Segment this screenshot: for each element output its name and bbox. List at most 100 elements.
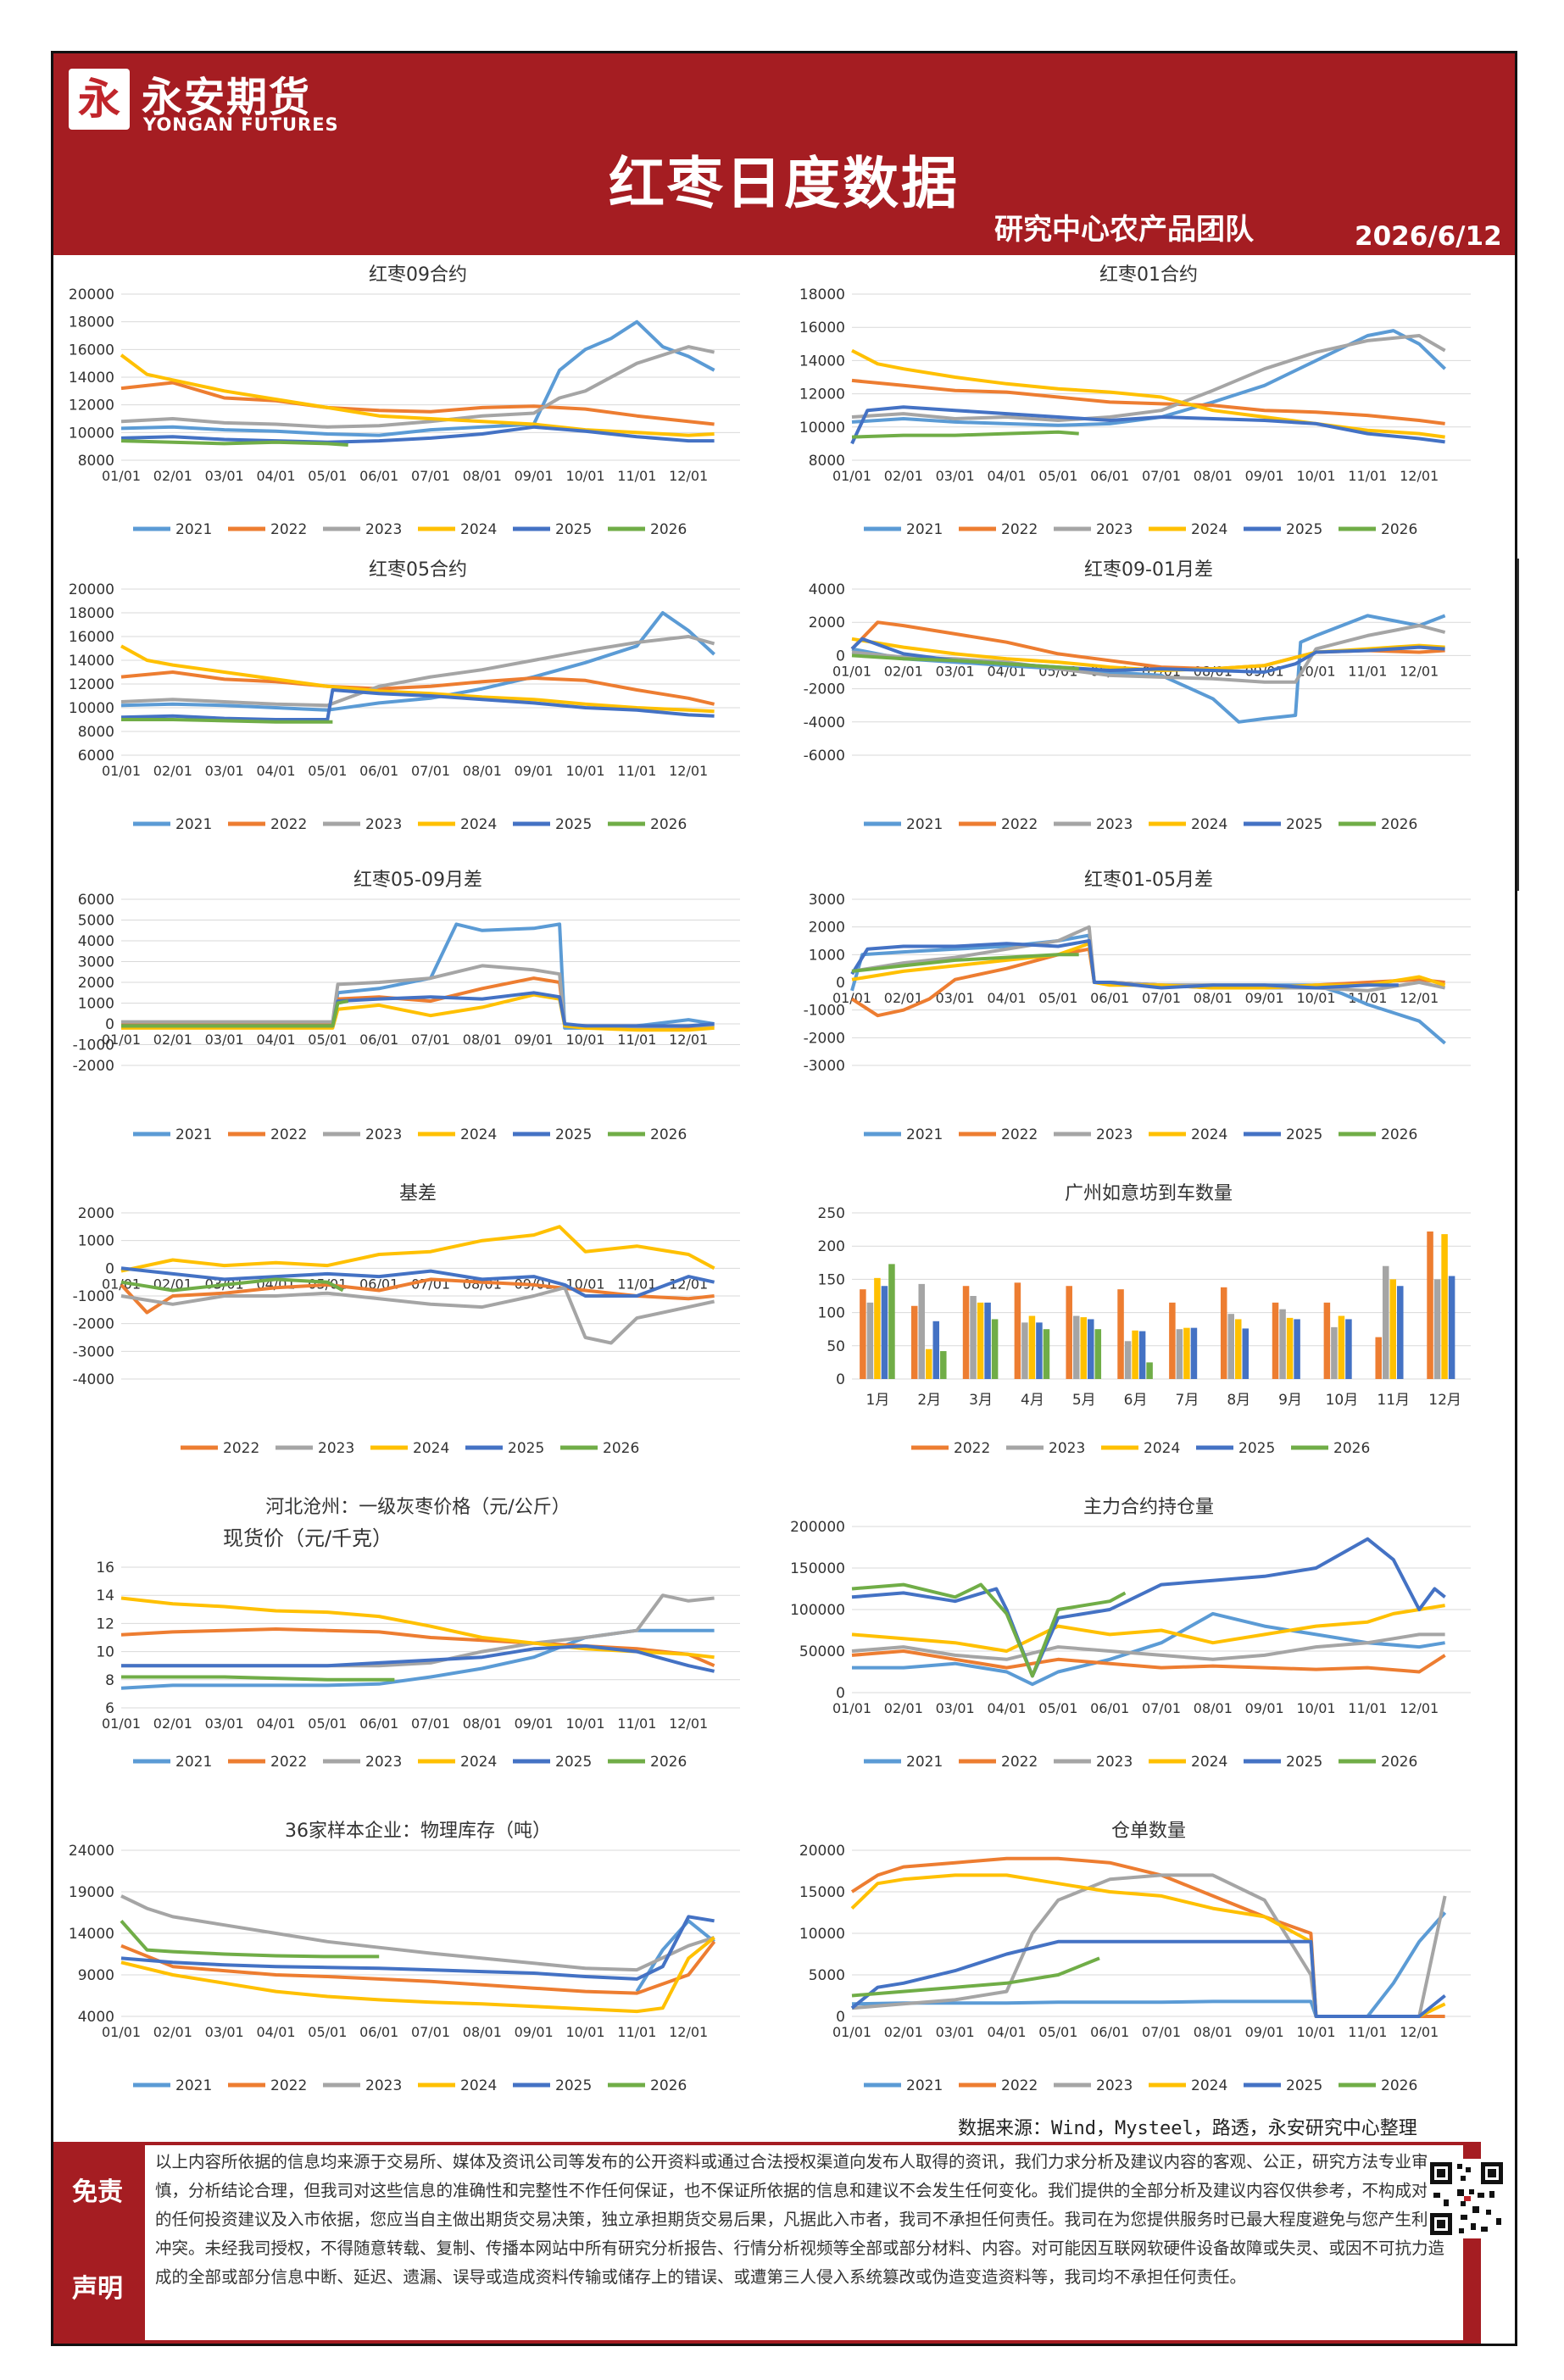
legend-label: 2026	[603, 1440, 639, 1457]
x-tick-label: 10/01	[1296, 468, 1335, 484]
series-line-2022	[120, 670, 715, 706]
series-line-2023	[120, 1286, 715, 1345]
legend-label: 2024	[413, 1440, 449, 1457]
bar-2024	[977, 1302, 984, 1379]
bar-2023	[1382, 1265, 1389, 1379]
chart-c7: 基差 2000 1000 0 -1000 -2000 -3000 -4000 01/01 02/0…	[53, 1176, 782, 1468]
bar-2024	[1441, 1234, 1448, 1379]
y-tick-label: 2000	[78, 975, 114, 992]
x-tick-label: 02/01	[153, 1715, 192, 1732]
c11-svg: 36家样本企业：物理库存（吨） 24000 19000 14000 9000 400001…	[69, 1821, 740, 2094]
y-tick-label: -2000	[73, 1316, 114, 1333]
logo-glyph: 永	[78, 74, 120, 124]
legend-label: 2021	[175, 1126, 212, 1143]
bar-2025	[984, 1302, 991, 1379]
legend-label: 2023	[1049, 1440, 1085, 1457]
x-tick-label: 04/01	[256, 763, 295, 779]
x-tick-label: 12月	[1428, 1392, 1461, 1409]
x-tick-label: 03/01	[205, 1715, 244, 1732]
bar-2022	[962, 1286, 970, 1379]
x-tick-label: 03/01	[936, 990, 975, 1006]
series-line-2025	[850, 637, 1445, 674]
x-tick-label: 10/01	[1296, 1700, 1335, 1716]
legend-label: 2025	[1286, 1126, 1322, 1143]
legend-label: 2023	[1096, 521, 1133, 538]
y-tick-label: 10000	[799, 1926, 845, 1943]
bar-2023	[1279, 1309, 1286, 1379]
x-tick-label: 07/01	[411, 763, 450, 779]
y-tick-label: 8000	[809, 453, 845, 470]
x-tick-label: 12/01	[1400, 1700, 1439, 1716]
x-tick-label: 08/01	[463, 468, 502, 484]
y-tick-label: 150000	[790, 1560, 845, 1577]
series-line-2023	[120, 1894, 715, 1972]
series-line-2022	[850, 1856, 1445, 2018]
y-tick-label: 2000	[809, 614, 845, 631]
x-tick-label: 01/01	[832, 990, 871, 1006]
x-tick-label: 08/01	[1194, 2024, 1233, 2040]
x-tick-label: 09/01	[515, 1032, 554, 1048]
x-tick-label: 12/01	[669, 1715, 708, 1732]
y-tick-label: 0	[836, 648, 845, 665]
chart-title: 红枣01合约	[1099, 264, 1198, 286]
bar-2023	[1227, 1314, 1234, 1379]
disclaimer-text: 以上内容所依据的信息均来源于交易所、媒体及资讯公司等发布的公开资料或通过合法授权…	[145, 2145, 1463, 2340]
y-tick-label: -1000	[73, 1037, 114, 1054]
series-line-2022	[120, 1940, 716, 1995]
y-tick-label: 16000	[69, 342, 114, 359]
x-tick-label: 05/01	[1038, 468, 1077, 484]
bar-2022	[1272, 1302, 1279, 1379]
x-tick-label: 03/01	[936, 1700, 975, 1716]
x-tick-label: 03/01	[936, 468, 975, 484]
y-tick-label: 15000	[799, 1884, 845, 1901]
bar-2023	[1072, 1315, 1080, 1379]
series-line-2025	[850, 1939, 1446, 2018]
x-tick-label: 12/01	[1400, 2024, 1439, 2040]
x-tick-label: 10/01	[565, 468, 604, 484]
y-tick-label: 18000	[69, 605, 114, 622]
x-tick-label: 10/01	[565, 1032, 604, 1048]
legend-label: 2024	[460, 2077, 497, 2094]
series-line-2026	[121, 999, 349, 1028]
x-tick-label: 10/01	[565, 763, 604, 779]
x-tick-label: 01/01	[832, 1700, 871, 1716]
y-tick-label: 3000	[809, 892, 845, 909]
x-tick-label: 08/01	[1194, 1700, 1233, 1716]
c1-svg: 红枣09合约 20000 18000 16000 14000 12000 10000 8000…	[69, 264, 740, 538]
bar-2024	[1080, 1317, 1088, 1379]
y-tick-label: 10000	[799, 420, 845, 437]
series-line-2025	[850, 939, 1399, 990]
chart-title: 基差	[399, 1183, 437, 1204]
y-tick-label: 12000	[799, 386, 845, 403]
x-tick-label: 11/01	[617, 1276, 656, 1292]
y-tick-label: -2000	[73, 1058, 114, 1075]
series-line-2021	[852, 1611, 1445, 1687]
x-tick-label: 09/01	[515, 763, 554, 779]
y-tick-label: 12000	[69, 676, 114, 693]
x-tick-label: 02/01	[884, 1700, 923, 1716]
series-line-2023	[120, 635, 715, 708]
x-tick-label: 10/01	[1296, 2024, 1335, 2040]
y-tick-label: 16	[96, 1560, 114, 1576]
legend-label: 2026	[1381, 1754, 1417, 1771]
legend-label: 2026	[650, 521, 687, 538]
bar-2024	[1286, 1317, 1294, 1379]
legend-label: 2025	[1286, 816, 1322, 833]
bar-2022	[1066, 1286, 1072, 1379]
legend-label: 2025	[555, 816, 592, 833]
y-tick-label: 4000	[78, 933, 114, 950]
legend-label: 2021	[906, 816, 943, 833]
y-tick-label: 18000	[69, 314, 114, 331]
y-tick-label: 6	[105, 1700, 114, 1717]
disclaimer-label-box: 免责 声明	[53, 2142, 142, 2344]
x-tick-label: 3月	[969, 1392, 993, 1409]
series-line-2022	[120, 1627, 715, 1668]
chart-c9: 河北沧州：一级灰枣价格（元/公斤） 现货价（元/千克） 16 14 12 10 8 6 01/0…	[53, 1489, 782, 1782]
c5-svg: 红枣05-09月差 6000 5000 4000 3000 2000 1000 0 -1000 -…	[73, 870, 740, 1143]
x-tick-label: 04/01	[256, 2024, 295, 2040]
y-tick-label: 1000	[78, 1233, 114, 1250]
y-tick-label: 0	[105, 1016, 114, 1033]
y-tick-label: 10	[96, 1644, 114, 1661]
y-tick-label: 20000	[69, 286, 114, 303]
y-tick-label: 12	[96, 1615, 114, 1632]
